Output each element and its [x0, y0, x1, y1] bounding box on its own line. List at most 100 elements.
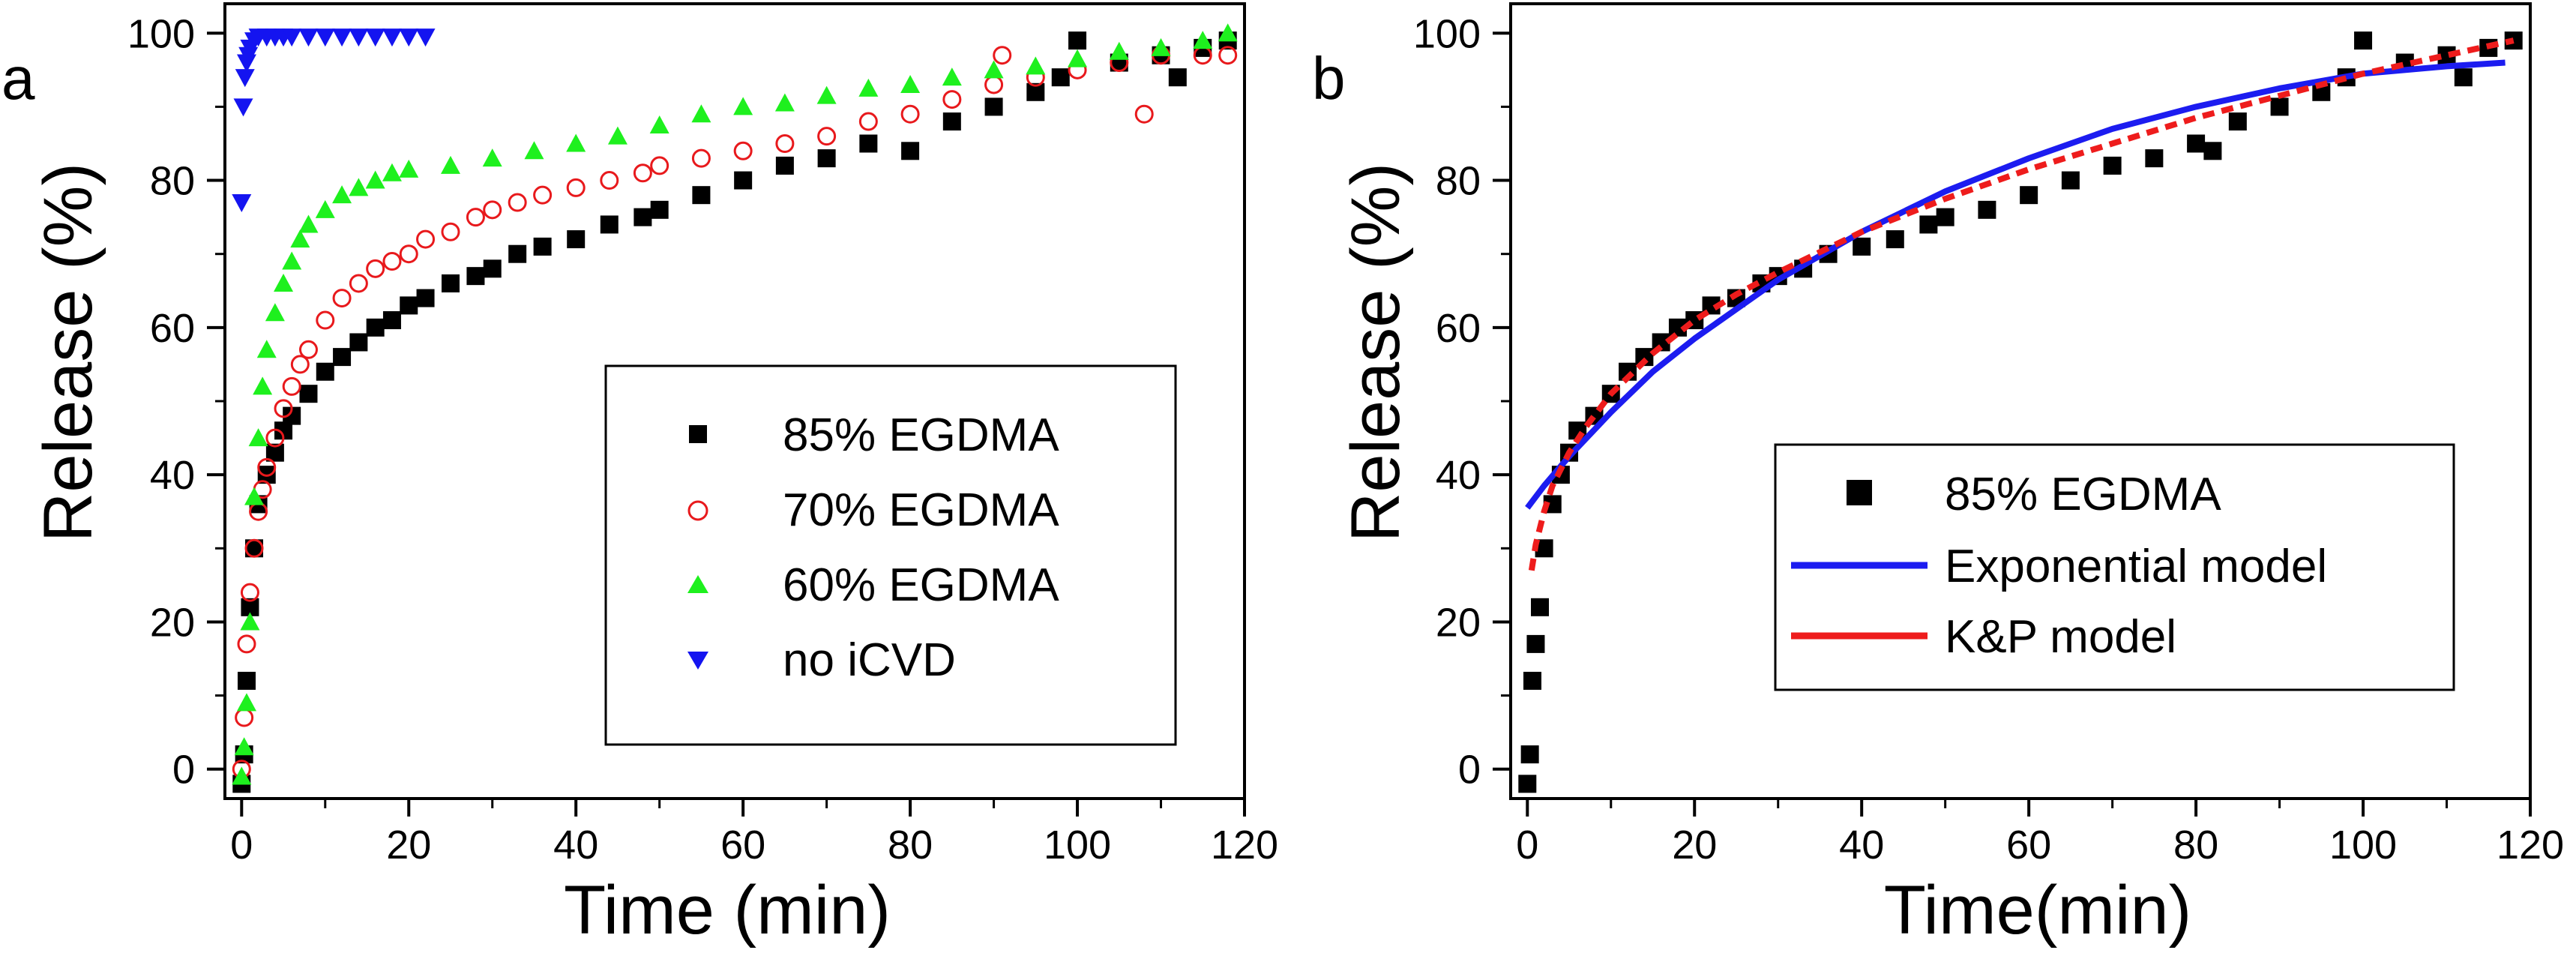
panel-b: b Release (%) Time(min) 0 20 40 60 80 100 1200… [1312, 2, 2564, 949]
panel-a-series-0-point [859, 134, 878, 153]
panel-b-series-0-point [1919, 215, 1938, 234]
panel-b-series-0-point [2354, 31, 2373, 50]
panel-a-series-1-point [416, 229, 436, 249]
panel-b-x-tick-label: 0 [1516, 823, 1538, 868]
panel-a-series-2-point [1026, 56, 1046, 75]
panel-a-series-3-point [282, 28, 302, 47]
panel-a-series-0-point [316, 362, 334, 381]
panel-a-series-2-point [733, 97, 753, 115]
panel-a-series-3-point [315, 28, 335, 47]
panel-b-y-tick-label: 20 [1436, 600, 1481, 645]
panel-b-x-axis-title: Time(min) [1884, 872, 2192, 949]
panel-a-x-tick-label: 60 [720, 823, 765, 868]
panel-b-series-0-point [2454, 68, 2473, 87]
panel-a-series-2-point [1068, 49, 1088, 67]
panel-b-series-0-point [2270, 97, 2289, 116]
panel-a-x-tick-label: 20 [386, 823, 431, 868]
panel-a-series-0-point [416, 289, 435, 307]
panel-a-series-1-point [349, 274, 368, 293]
panel-a-x-axis-title: Time (min) [564, 872, 891, 949]
panel-a-series-0-point [349, 333, 368, 352]
panel-a-series-1-point [508, 193, 527, 212]
panel-a-series-3-point [235, 69, 255, 88]
panel-a-series-1-point [282, 376, 301, 396]
panel-a-series-0-point [901, 142, 920, 160]
panel-a-series-2-point [265, 303, 285, 322]
panel-a-series-1-point [483, 200, 502, 220]
panel-a-series-0-point [775, 156, 794, 175]
panel-a-series-1-point [257, 457, 277, 477]
legend-b-label-kp: K&P model [1945, 611, 2176, 663]
panel-a-series-0-point [382, 311, 401, 330]
panel-b-x-tick-label: 120 [2497, 823, 2564, 868]
panel-a-series-2-point [607, 126, 628, 145]
panel-a-series-1-point [1218, 46, 1238, 65]
panel-a-series-0-point [299, 385, 318, 403]
panel-a-series-0-point [734, 171, 753, 190]
panel-a-series-1-point [316, 310, 335, 330]
panel-a-series-3-point [233, 98, 253, 117]
panel-a-series-2-point [253, 376, 273, 395]
panel-b-x-tick-label: 20 [1672, 823, 1717, 868]
panel-b-y-tick-label: 100 [1413, 11, 1481, 56]
legend-b-marker-85 [1847, 480, 1872, 505]
panel-a-series-1-point [600, 171, 619, 190]
panel-a-series-2-point [399, 159, 419, 178]
panel-a-series-2-point [282, 251, 302, 270]
panel-a-series-2-point [232, 766, 252, 785]
panel-a-series-3-point [415, 28, 436, 47]
panel-b-series-0-point [2228, 112, 2247, 131]
panel-a-series-1-point [858, 112, 878, 131]
panel-a-series-0-point [483, 259, 502, 278]
legend-a-marker-70 [687, 500, 708, 521]
panel-a-series-2-point [1193, 31, 1213, 49]
panel-a-series-2-point [858, 78, 879, 97]
panel-b-plot-area: 0 20 40 60 80 100 120 0 20 40 60 80 100 [1413, 2, 2564, 868]
panel-a-series-2-point [298, 214, 319, 233]
panel-a-y-tick-label: 80 [150, 159, 195, 204]
panel-a-series-0-point [366, 318, 385, 337]
panel-b-series-0-point [2020, 186, 2038, 205]
panel-a-series-2-point [248, 428, 268, 447]
panel-b-series-0-point [2061, 171, 2080, 190]
panel-a-y-tick-label: 40 [150, 453, 195, 498]
panel-b-series-0-point [1526, 634, 1545, 653]
panel-b-y-tick-label: 40 [1436, 453, 1481, 498]
panel-b-series-0-point [2203, 142, 2222, 160]
panel-a-series-3-point [382, 28, 402, 47]
panel-a-series-2-point [816, 85, 837, 104]
panel-a-series-2-point [365, 170, 385, 189]
panel-a-series-3-point [232, 194, 252, 212]
panel-a-series-1-point [441, 222, 460, 241]
panel-a-series-2-point [942, 67, 962, 86]
panel-a-series-1-point [650, 156, 669, 175]
panel-a-series-1-point [382, 252, 402, 271]
panel-b-series-2-line [1528, 37, 2515, 571]
panel-b-series-0-point [2145, 149, 2164, 168]
panel-a-series-2-point [274, 273, 294, 292]
panel-a-series-1-point [265, 428, 285, 448]
panel-b-series-0-point [1936, 208, 1954, 226]
panel-a-series-0-point [692, 186, 711, 205]
panel-a-series-2-point [234, 737, 254, 756]
panel-b-series-0-point [1520, 745, 1539, 764]
panel-a-series-1-point [240, 583, 259, 602]
legend-a-label-70: 70% EGDMA [783, 484, 1059, 536]
legend-a-label-noicvd: no iCVD [783, 634, 956, 686]
panel-a-series-1-point [466, 208, 485, 227]
panel-a-series-2-point [691, 104, 711, 123]
panel-a-series-1-point [399, 244, 418, 264]
panel-a-series-2-point [984, 60, 1004, 79]
panel-a-series-3-point [365, 28, 385, 47]
panel-a-series-2-point [332, 185, 352, 204]
panel-a-series-0-point [567, 230, 586, 249]
panel-a-series-0-point [508, 244, 527, 263]
panel-a-series-1-point [332, 289, 352, 308]
panel-a-series-0-point [600, 215, 619, 234]
panel-a-series-1-point [274, 399, 293, 418]
panel-b-y-tick-label: 80 [1436, 159, 1481, 204]
panel-a-series-1-point [733, 141, 753, 160]
panel-a-series-3-point [298, 28, 319, 47]
panel-b-series-0-point [1523, 671, 1541, 690]
panel-a-series-2-point [382, 163, 402, 181]
